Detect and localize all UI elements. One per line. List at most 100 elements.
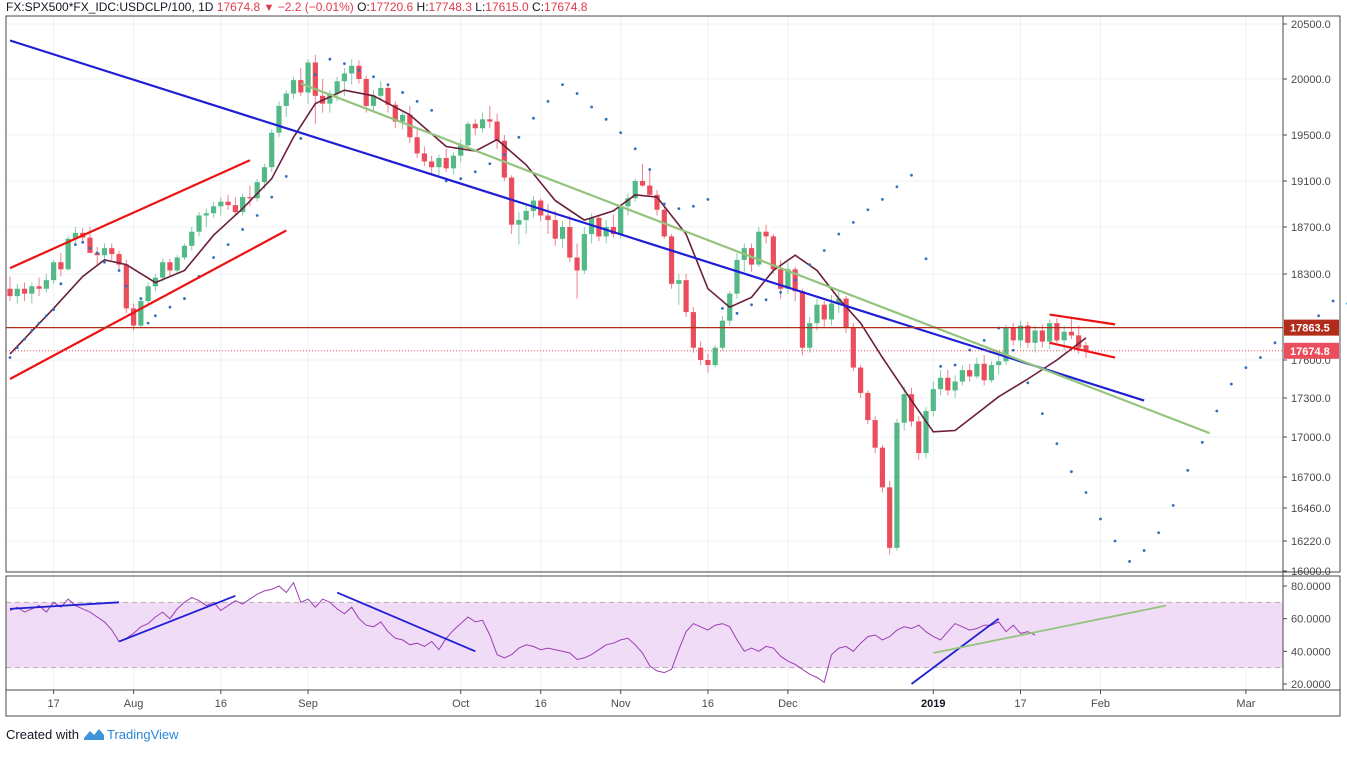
candle[interactable] [450,152,457,175]
candle[interactable] [385,83,391,113]
candle[interactable] [727,291,733,326]
candle[interactable] [276,101,282,138]
candle[interactable] [160,258,166,282]
candle[interactable] [261,163,268,190]
candle[interactable] [952,375,958,398]
candle[interactable] [240,193,246,216]
candle[interactable] [567,215,573,263]
candle[interactable] [967,363,973,382]
candle[interactable] [814,298,820,331]
candle[interactable] [203,208,209,227]
rsi-trendline[interactable] [336,591,476,653]
candle[interactable] [523,204,529,235]
candle[interactable] [552,210,558,246]
candle[interactable] [465,121,471,149]
level-price-badge[interactable]: 17863.5 [1284,319,1339,336]
candle[interactable] [421,146,427,167]
candle[interactable] [763,224,769,244]
candle[interactable] [7,276,13,302]
rsi-trendline[interactable] [9,601,120,610]
candle[interactable] [843,296,849,333]
candle[interactable] [974,357,980,379]
candle[interactable] [988,361,995,383]
candle[interactable] [509,175,515,235]
candle[interactable] [21,282,28,302]
candle[interactable] [850,323,856,372]
candle[interactable] [603,220,609,244]
candle[interactable] [283,90,289,118]
candle[interactable] [647,169,653,198]
candle[interactable] [305,59,311,104]
candle[interactable] [174,255,180,274]
candle[interactable] [443,148,449,172]
trendline-channel-red[interactable] [9,159,251,270]
candle[interactable] [341,68,348,96]
candle[interactable] [545,204,551,235]
candle[interactable] [290,76,297,100]
candle[interactable] [43,274,49,293]
candle[interactable] [574,243,580,299]
candle[interactable] [58,252,64,277]
candle[interactable] [298,68,304,96]
candle[interactable] [945,370,951,396]
candle[interactable] [210,201,217,218]
candle[interactable] [734,252,740,299]
candle[interactable] [799,288,806,356]
trendline-trend-blue[interactable] [9,39,1145,402]
candle[interactable] [51,259,57,284]
trendline-channel-red[interactable] [9,229,287,380]
candle[interactable] [479,112,486,133]
candle[interactable] [116,250,122,272]
candle[interactable] [981,355,987,386]
symbol-label[interactable]: FX:SPX500*FX_IDC:USDCLP/100, 1D [6,0,214,14]
candle[interactable] [807,317,813,353]
candle[interactable] [218,197,224,216]
candle[interactable] [109,243,115,260]
candle[interactable] [1010,323,1016,346]
candle[interactable] [996,355,1002,374]
candle[interactable] [254,178,260,202]
candle[interactable] [232,197,238,216]
candle[interactable] [712,345,718,368]
candle[interactable] [908,387,915,427]
rsi-trendline[interactable] [118,594,236,643]
chart-canvas[interactable]: 20500.0 20000.0 19500.0 19100.0 18700.0 18300… [0,0,1347,720]
candle[interactable] [668,234,675,289]
candle[interactable] [370,90,377,113]
candle[interactable] [189,227,195,251]
candle[interactable] [618,204,624,239]
candle[interactable] [436,154,442,176]
candle[interactable] [1054,318,1060,343]
candle[interactable] [494,113,500,149]
candle[interactable] [36,277,42,297]
candle[interactable] [632,178,638,202]
candle[interactable] [349,59,355,85]
candle[interactable] [828,294,835,326]
candle[interactable] [901,386,907,431]
trendline-channel-red[interactable] [1049,313,1116,326]
candle[interactable] [247,185,253,207]
candle[interactable] [654,190,660,216]
candle[interactable] [72,227,79,244]
candle[interactable] [930,381,936,417]
candle[interactable] [879,445,885,493]
candle[interactable] [1025,321,1031,348]
candle[interactable] [959,365,965,386]
candle[interactable] [1003,324,1009,366]
candle[interactable] [923,407,929,459]
candle[interactable] [639,163,646,187]
candle[interactable] [167,258,173,277]
candle[interactable] [683,274,689,317]
candle[interactable] [610,214,617,238]
candle[interactable] [487,105,493,129]
candle[interactable] [145,282,151,306]
rsi-trendline[interactable] [910,617,1000,685]
candle[interactable] [1017,320,1024,348]
trendline-trend-green[interactable] [300,82,1210,435]
candle[interactable] [429,155,435,175]
candle[interactable] [770,234,776,274]
candle[interactable] [181,243,188,260]
candle[interactable] [14,283,20,304]
candle[interactable] [916,416,922,460]
candle[interactable] [865,390,871,424]
